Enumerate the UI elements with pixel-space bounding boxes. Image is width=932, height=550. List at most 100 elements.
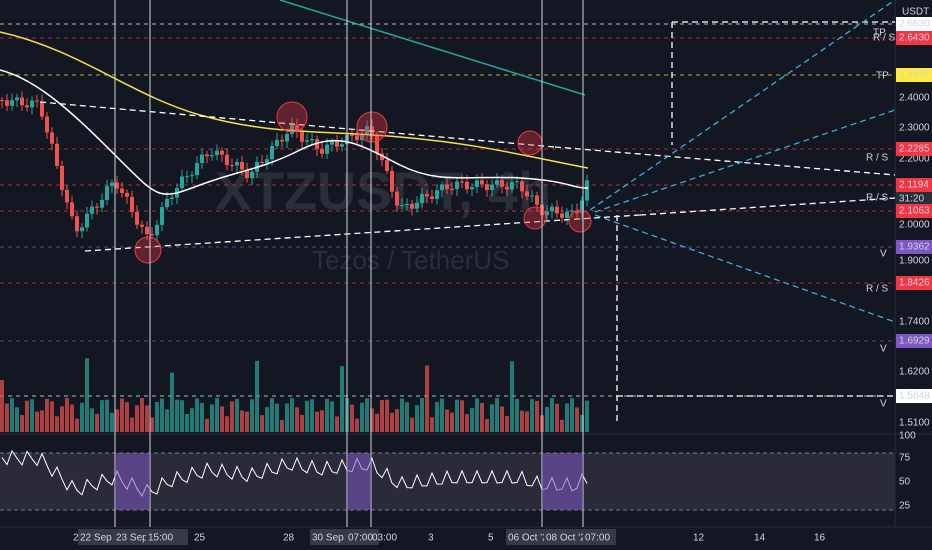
candle (335, 141, 339, 147)
volume-bar (300, 414, 304, 432)
time-box (544, 529, 587, 545)
volume-bar (380, 400, 384, 432)
time-label: 16 (814, 533, 826, 544)
volume-bar (265, 407, 269, 432)
price-tick: 1.5100 (899, 418, 930, 429)
price-tick: 2.4000 (899, 93, 930, 104)
candle (70, 202, 74, 217)
candle (110, 182, 114, 187)
price-tag (896, 178, 932, 192)
candle (580, 200, 584, 214)
candle (225, 154, 229, 166)
volume-bar (475, 398, 479, 432)
level-note: R / S (866, 153, 889, 164)
volume-bar (355, 418, 359, 432)
volume-bar (205, 418, 209, 432)
price-tick: 2.3000 (899, 123, 930, 134)
volume-bar (470, 408, 474, 432)
currency-label: USDT (902, 7, 929, 18)
candle (275, 139, 279, 146)
candle (185, 176, 189, 178)
volume-bar (370, 408, 374, 432)
level-note: R / S (866, 284, 889, 295)
candle (205, 154, 209, 157)
rsi-tick: 75 (899, 453, 911, 464)
candle (280, 139, 284, 142)
candle (215, 150, 219, 156)
volume-bar (425, 365, 429, 432)
candle (305, 140, 309, 142)
volume-bar (40, 410, 44, 432)
volume-bar (250, 399, 254, 432)
candle (565, 211, 569, 218)
volume-bar (70, 404, 74, 432)
volume-bar (350, 404, 354, 432)
candle (535, 195, 539, 205)
volume-bar (525, 411, 529, 432)
candle (520, 181, 524, 192)
symbol-watermark: XTZUSDT, 4h (215, 161, 551, 221)
candle (100, 199, 104, 208)
volume-bar (460, 400, 464, 432)
time-label: 08 Oct '20 (546, 533, 592, 544)
rsi-tick: 50 (899, 477, 911, 488)
volume-bar (170, 372, 174, 432)
candle (45, 116, 49, 133)
price-tag (896, 142, 932, 156)
candle (15, 97, 19, 101)
candle (310, 139, 314, 141)
rsi-tick: 100 (899, 431, 916, 442)
volume-bar (390, 412, 394, 432)
volume-bar (20, 415, 24, 432)
volume-bar (465, 414, 469, 432)
volume-bar (395, 409, 399, 432)
candle (210, 155, 214, 157)
volume-bar (545, 407, 549, 432)
time-label: 25 (194, 533, 206, 544)
price-tag (896, 240, 932, 254)
volume-bar (25, 400, 29, 432)
candle (410, 203, 414, 209)
volume-bar (55, 416, 59, 432)
price-tag (896, 68, 932, 82)
time-label: 22 Sep ' (80, 533, 116, 544)
price-tag-label: 1.8426 (899, 278, 930, 289)
volume-bar (485, 418, 489, 432)
volume-bar (105, 399, 109, 432)
ma-short (0, 69, 589, 195)
volume-bar (255, 360, 259, 432)
volume-bar (585, 400, 589, 432)
candle (50, 132, 54, 144)
volume-bar (5, 403, 9, 432)
candle (390, 171, 394, 192)
price-tag-label: 2.6430 (899, 33, 930, 44)
time-label: 14 (754, 533, 766, 544)
candle (20, 97, 24, 106)
time-label: 30 Sep '20 (312, 533, 360, 544)
time-box (346, 529, 379, 545)
ma-long (279, 0, 586, 96)
candle (450, 188, 454, 190)
time-box (146, 529, 188, 545)
volume-bar (110, 412, 114, 432)
volume-bar (230, 401, 234, 432)
volume-bar (330, 401, 334, 432)
level-note: V (880, 399, 887, 410)
volume-bar (235, 398, 239, 432)
volume-bar (245, 411, 249, 432)
candle (80, 227, 84, 232)
candle (140, 224, 144, 227)
volume-bar (0, 380, 4, 432)
volume-bar (175, 399, 179, 432)
candle (495, 180, 499, 185)
volume-bar (180, 400, 184, 432)
volume-bar (30, 399, 34, 432)
volume-bar (405, 402, 409, 432)
volume-bar (125, 402, 129, 432)
volume-bar (340, 366, 344, 432)
volume-bar (530, 399, 534, 432)
pivot-circles (134, 101, 592, 264)
volume-bar (270, 398, 274, 432)
time-label: 2 (73, 533, 79, 544)
